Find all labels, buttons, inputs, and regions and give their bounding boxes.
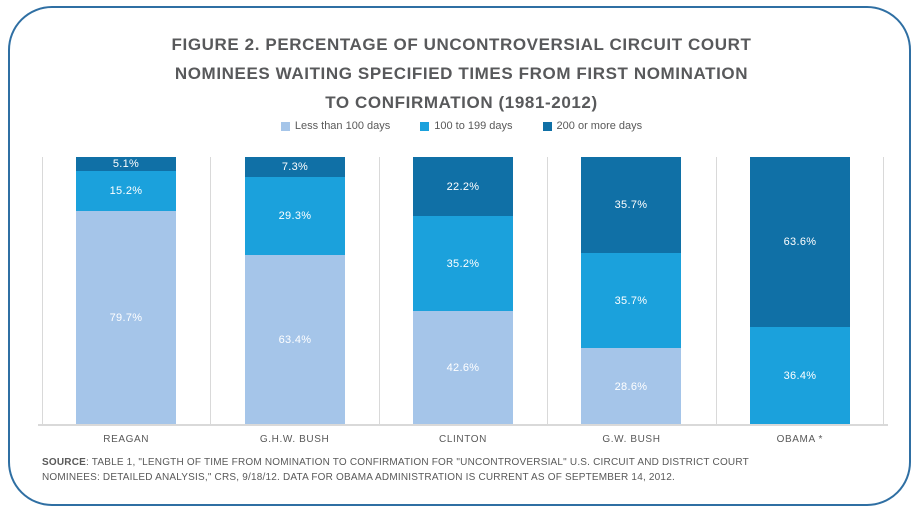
legend-item: 100 to 199 days <box>420 120 513 132</box>
segment-label: 63.6% <box>783 236 817 249</box>
segment-label: 29.3% <box>278 209 312 222</box>
gridline <box>883 157 884 425</box>
bar-g-h-w-bush: 7.3% 29.3% 63.4% <box>245 157 345 425</box>
legend-label: 200 or more days <box>556 120 643 132</box>
bar-segment: 35.7% <box>581 157 681 253</box>
bar-segment: 35.2% <box>413 216 513 311</box>
legend-item: 200 or more days <box>542 120 643 132</box>
legend-item: Less than 100 days <box>280 120 391 132</box>
bar-obama: 63.6% 36.4% <box>750 157 850 425</box>
segment-label: 35.7% <box>614 294 648 307</box>
bar-segment: 22.2% <box>413 157 513 217</box>
source-line-2: NOMINEES: DETAILED ANALYSIS," CRS, 9/18/… <box>42 471 675 483</box>
legend-label: Less than 100 days <box>294 120 391 132</box>
gridline <box>716 157 717 425</box>
segment-label: 35.2% <box>446 257 480 270</box>
segment-label: 22.2% <box>446 180 480 193</box>
x-axis-label: REAGAN <box>103 434 150 445</box>
bar-reagan: 5.1% 15.2% 79.7% <box>76 157 176 425</box>
bar-segment: 5.1% <box>76 157 176 171</box>
bar-g-w-bush: 35.7% 35.7% 28.6% <box>581 157 681 425</box>
segment-label: 7.3% <box>281 160 309 173</box>
bar-segment: 7.3% <box>245 157 345 177</box>
x-axis-label: OBAMA * <box>776 434 824 445</box>
x-axis-label: CLINTON <box>439 434 487 445</box>
bar-segment: 63.6% <box>750 157 850 328</box>
x-axis-line <box>38 424 888 426</box>
legend-swatch-icon <box>542 121 552 131</box>
bar-clinton: 22.2% 35.2% 42.6% <box>413 157 513 425</box>
card-border <box>8 6 911 506</box>
gridline <box>42 157 43 425</box>
gridline <box>379 157 380 425</box>
legend-swatch-icon <box>280 121 290 131</box>
bar-segment: 63.4% <box>245 255 345 425</box>
x-axis-label: G.H.W. BUSH <box>259 434 330 445</box>
segment-label: 36.4% <box>783 370 817 383</box>
bar-segment: 79.7% <box>76 211 176 425</box>
gridline <box>547 157 548 425</box>
gridline <box>210 157 211 425</box>
segment-label: 15.2% <box>109 185 143 198</box>
segment-label: 28.6% <box>614 380 648 393</box>
x-axis-label: G.W. BUSH <box>602 434 661 445</box>
bar-segment: 29.3% <box>245 176 345 256</box>
source-line-1: : TABLE 1, "LENGTH OF TIME FROM NOMINATI… <box>85 457 749 468</box>
segment-label: 42.6% <box>446 361 480 374</box>
title-line: TO CONFIRMATION (1981-2012) <box>325 93 598 112</box>
bar-segment: 35.7% <box>581 252 681 349</box>
bar-segment: 28.6% <box>581 348 681 425</box>
legend-label: 100 to 199 days <box>434 120 513 132</box>
source-note: SOURCE: TABLE 1, "LENGTH OF TIME FROM NO… <box>42 456 772 485</box>
source-label: SOURCE <box>42 457 86 468</box>
bar-segment: 36.4% <box>750 327 850 425</box>
chart-title: FIGURE 2. PERCENTAGE OF UNCONTROVERSIAL … <box>0 30 923 117</box>
segment-label: 5.1% <box>112 157 140 170</box>
legend: Less than 100 days 100 to 199 days 200 or … <box>0 120 923 132</box>
title-line: NOMINEES WAITING SPECIFIED TIMES FROM FI… <box>174 64 749 83</box>
segment-label: 63.4% <box>278 334 312 347</box>
plot-area: 5.1% 15.2% 79.7% 7.3% 29.3% 63.4% 22.2% 35.2% 42… <box>38 157 888 426</box>
segment-label: 79.7% <box>109 312 143 325</box>
bar-segment: 42.6% <box>413 310 513 425</box>
legend-swatch-icon <box>420 121 430 131</box>
x-axis-labels: REAGAN G.H.W. BUSH CLINTON G.W. BUSH OBAMA * <box>42 434 884 445</box>
title-line: FIGURE 2. PERCENTAGE OF UNCONTROVERSIAL … <box>171 35 752 54</box>
bar-segment: 15.2% <box>76 170 176 212</box>
segment-label: 35.7% <box>614 198 648 211</box>
